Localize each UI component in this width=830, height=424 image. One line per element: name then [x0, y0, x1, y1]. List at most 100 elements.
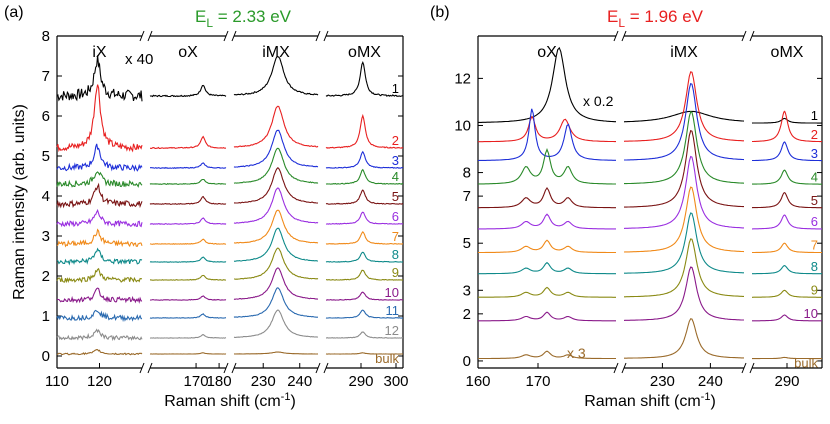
series-line	[325, 60, 404, 98]
y-tick-label: 10	[454, 117, 471, 134]
series-line	[623, 155, 744, 229]
series-line	[752, 214, 822, 230]
series-line	[233, 287, 318, 318]
series-line	[752, 169, 822, 185]
segment-label-omx: oMX	[348, 44, 381, 61]
series-line	[325, 309, 404, 319]
series-line	[478, 187, 616, 209]
series-label: 3	[811, 146, 818, 161]
series-line	[478, 213, 616, 230]
segment-label-ox: oX	[178, 44, 198, 61]
series-line	[56, 247, 143, 266]
series-line	[149, 313, 227, 319]
series-line	[325, 231, 403, 245]
series-7	[56, 209, 403, 248]
series-line	[477, 108, 616, 162]
series-line	[56, 171, 143, 188]
series-line	[478, 261, 616, 275]
series-line	[478, 46, 616, 123]
series-line	[56, 328, 143, 342]
series-bulk	[478, 318, 822, 360]
y-tick-label: 5	[463, 235, 471, 252]
series-line	[56, 55, 143, 102]
series-label: 8	[811, 259, 818, 274]
x-tick-label: 120	[87, 373, 112, 390]
series-9	[477, 238, 822, 298]
series-bulk	[56, 349, 403, 356]
x-tick-label: 300	[383, 373, 408, 390]
series-line	[478, 350, 616, 360]
series-line	[624, 238, 744, 298]
series-label: 6	[811, 214, 818, 229]
series-line	[623, 186, 745, 253]
series-label: 4	[392, 169, 399, 184]
series-label: 9	[811, 282, 818, 297]
series-5	[478, 129, 822, 209]
series-line	[233, 267, 318, 300]
series-line	[326, 269, 403, 281]
y-tick-label: 2	[42, 268, 50, 285]
series-label: 10	[804, 306, 818, 321]
series-line	[233, 129, 319, 168]
axis-break-mark	[315, 362, 321, 374]
y-tick-label: 8	[42, 28, 50, 45]
series-line	[233, 147, 319, 184]
series-line	[56, 208, 143, 228]
y-tick-label: 0	[463, 353, 471, 370]
y-tick-label: 8	[463, 165, 471, 182]
axis-break-mark	[139, 30, 145, 42]
x-tick-label: 290	[348, 373, 373, 390]
axis-break-mark	[315, 30, 321, 42]
series-label: 8	[392, 247, 399, 262]
series-line	[624, 82, 745, 161]
series-4	[477, 111, 822, 185]
series-line	[752, 265, 822, 275]
series-2	[478, 71, 822, 143]
series-line	[56, 143, 143, 172]
series-line	[325, 150, 404, 169]
panel-label: (b)	[430, 4, 450, 21]
series-5	[56, 167, 404, 209]
series-line	[56, 309, 143, 323]
series-label: 2	[811, 127, 818, 142]
series-label: 2	[392, 133, 399, 148]
series-3	[56, 129, 404, 172]
series-line	[624, 212, 744, 274]
series-2	[56, 84, 404, 153]
series-line	[752, 110, 822, 143]
series-line	[149, 195, 227, 205]
series-line	[149, 352, 227, 355]
series-line	[624, 111, 745, 185]
y-tick-label: 2	[463, 306, 471, 323]
series-label: bulk	[794, 356, 818, 371]
series-line	[478, 115, 616, 143]
series-line	[56, 228, 143, 248]
series-line	[752, 314, 822, 322]
series-line	[326, 331, 403, 339]
series-line	[623, 71, 744, 142]
series-line	[752, 356, 822, 360]
series-label: 5	[392, 189, 399, 204]
series-line	[326, 291, 404, 301]
x-tick-label: 230	[650, 373, 675, 390]
series-line	[56, 267, 143, 284]
series-line	[233, 351, 319, 355]
y-tick-label: 3	[463, 282, 471, 299]
series-7	[478, 186, 822, 254]
series-10	[56, 267, 404, 304]
series-line	[478, 311, 616, 322]
segment-label-ix: iX	[92, 44, 107, 61]
series-label: 7	[811, 238, 818, 253]
series-line	[234, 247, 319, 280]
multiplier-label-top: x 0.2	[583, 93, 614, 109]
series-line	[150, 162, 227, 169]
series-line	[752, 242, 822, 254]
y-axis-label: Raman intensity (arb. units)	[11, 104, 28, 300]
axis-break-mark	[613, 362, 619, 374]
series-8	[478, 212, 822, 275]
series-1	[56, 55, 404, 102]
series-6	[56, 187, 404, 228]
x-tick-label: 110	[45, 373, 69, 390]
